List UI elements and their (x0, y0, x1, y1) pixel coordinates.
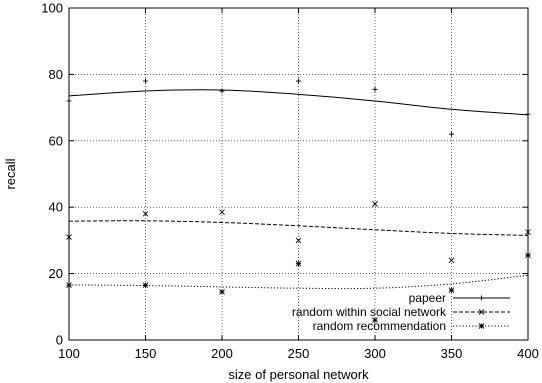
data-point-series-3 (142, 282, 149, 289)
data-point-series-1 (372, 86, 378, 92)
data-point-series-1 (143, 78, 148, 84)
data-point-series-1 (525, 111, 531, 117)
fit-lines (68, 89, 529, 290)
data-points (66, 78, 531, 323)
legend-label: papeer (409, 291, 446, 305)
x-axis-label: size of personal network (228, 367, 369, 382)
y-tick-label: 20 (49, 266, 63, 281)
data-point-series-3 (219, 289, 225, 295)
grid-lines (69, 8, 528, 340)
data-point-series-3 (525, 252, 531, 259)
x-tick-label: 350 (441, 346, 463, 361)
y-axis-label: recall (3, 158, 18, 189)
data-point-series-2 (66, 234, 72, 240)
x-tick-label: 200 (211, 346, 233, 361)
x-tick-label: 150 (135, 346, 157, 361)
x-tick-label: 250 (288, 346, 310, 361)
y-tick-label: 0 (56, 333, 63, 348)
data-point-series-3 (372, 317, 378, 323)
data-point-series-1 (219, 88, 225, 94)
data-point-series-3 (448, 287, 455, 294)
data-point-series-3 (66, 282, 72, 289)
data-point-series-1 (66, 98, 72, 104)
data-point-series-2 (295, 237, 302, 244)
x-tick-label: 100 (58, 346, 80, 361)
x-tick-label: 300 (364, 346, 386, 361)
fit-line-series-1 (68, 89, 529, 116)
data-point-series-2 (525, 229, 531, 235)
data-point-series-2 (142, 211, 149, 217)
legend-label: random within social network (292, 305, 447, 319)
y-tick-label: 100 (41, 1, 63, 16)
data-point-series-1 (449, 131, 454, 137)
data-point-series-2 (448, 257, 455, 264)
legend-marker (478, 309, 485, 315)
y-tick-label: 40 (49, 200, 63, 215)
data-point-series-2 (372, 201, 378, 207)
data-point-series-2 (219, 209, 225, 215)
legend-marker (479, 295, 484, 301)
data-point-series-3 (295, 260, 302, 267)
fit-line-series-2 (68, 220, 529, 236)
legend-label: random recommendation (313, 319, 446, 333)
y-tick-label: 60 (49, 133, 63, 148)
axis-ticks: 100 150 200 250 300 350 400 0 20 40 60 80 100 (41, 1, 539, 362)
legend-marker (478, 323, 485, 329)
data-point-series-1 (296, 78, 301, 84)
y-tick-label: 80 (49, 67, 63, 82)
x-tick-label: 400 (517, 346, 539, 361)
